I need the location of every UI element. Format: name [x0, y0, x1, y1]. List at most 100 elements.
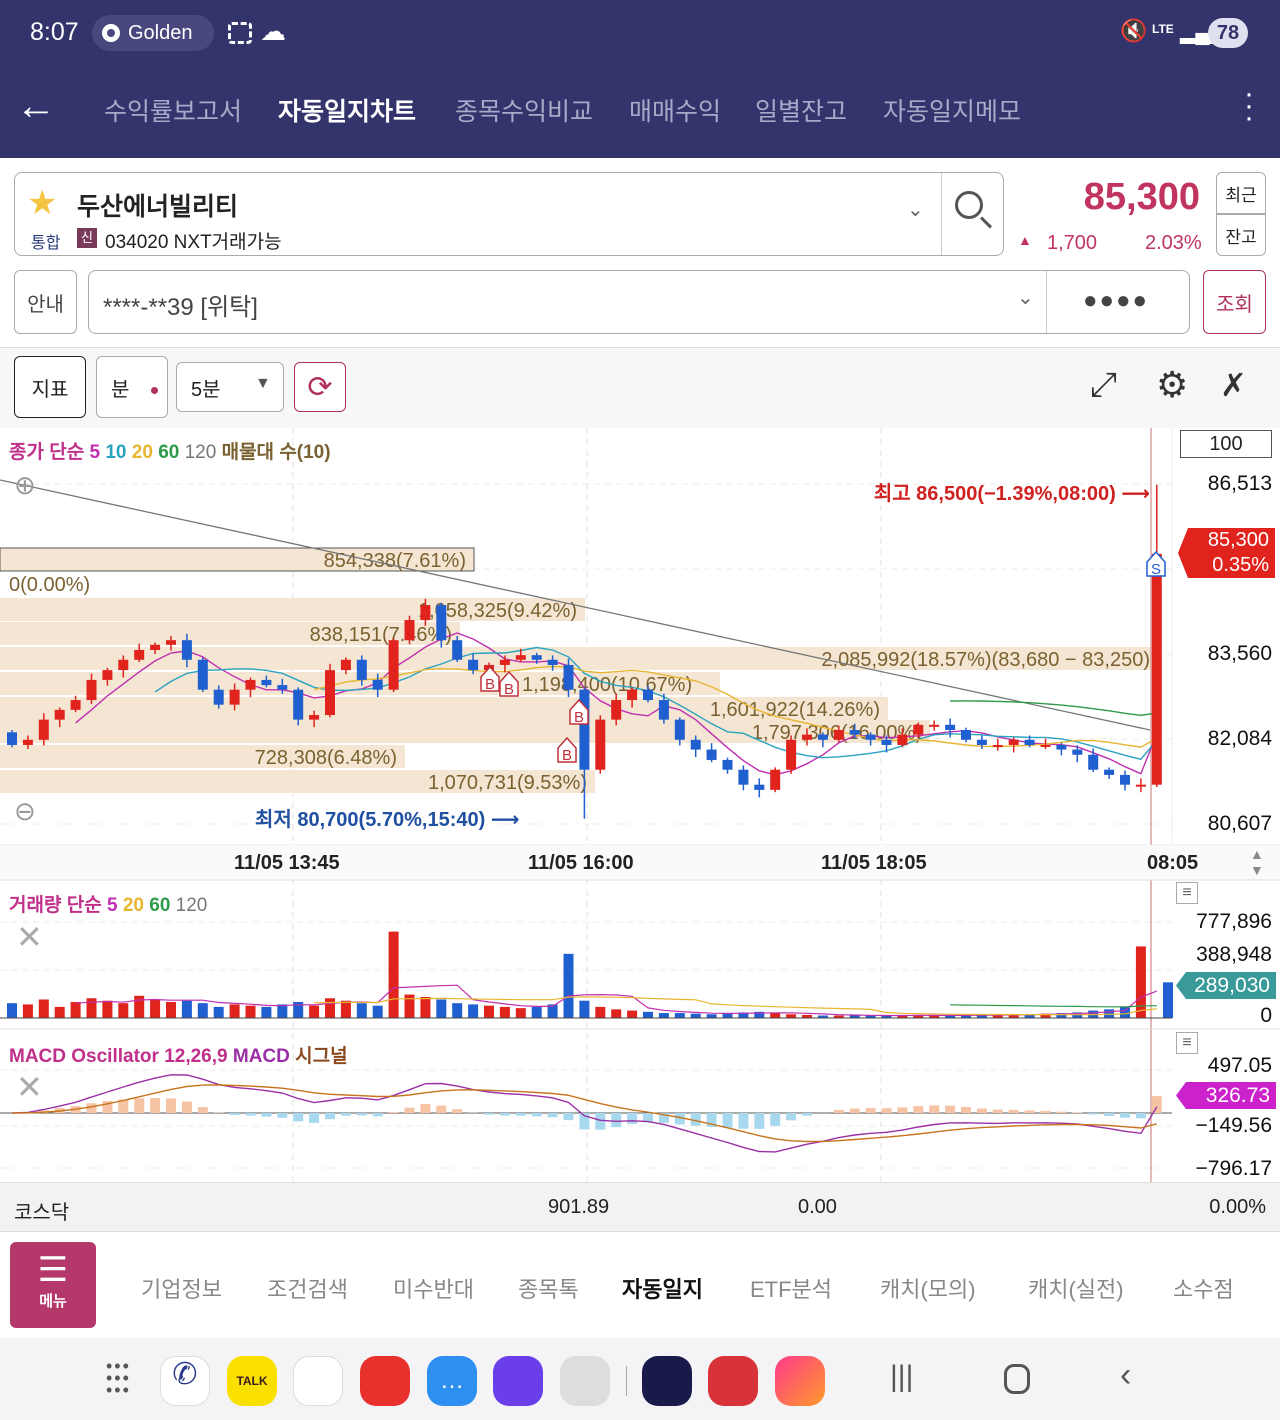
- period-button[interactable]: 분: [96, 356, 168, 418]
- volume-bar: [38, 999, 49, 1018]
- volume-bar: [547, 1004, 558, 1018]
- candle-body: [404, 620, 415, 641]
- tab-stock-profit-compare[interactable]: 종목수익비교: [455, 98, 594, 126]
- chart-area[interactable]: 854,338(7.61%)0(0.00%)1,058,325(9.42%)83…: [0, 428, 1280, 1182]
- legend-signal: 시그널: [295, 1046, 348, 1067]
- price-legend[interactable]: 종가 단순 5 10 20 60 120 매물대 수(10): [9, 437, 331, 464]
- candle-body: [166, 640, 176, 645]
- market-label: 통합: [31, 235, 61, 252]
- menu-button[interactable]: ☰ 메뉴: [10, 1242, 96, 1328]
- messages-app-icon[interactable]: …: [427, 1356, 477, 1406]
- app-drawer-icon[interactable]: ••• ••• •••: [106, 1356, 131, 1400]
- candle-body: [38, 719, 49, 740]
- close-icon[interactable]: ✕: [16, 1069, 43, 1105]
- info-button[interactable]: 안내: [14, 270, 77, 334]
- menu-condition-search[interactable]: 조건검색: [267, 1277, 348, 1302]
- legend-ma20: 20: [131, 442, 153, 463]
- volume-bar: [913, 1014, 924, 1018]
- period-low-label: 최저 80,700(5.70%,15:40) ⟶: [255, 809, 520, 831]
- recent-apps-button[interactable]: |||: [890, 1360, 914, 1393]
- gear-icon[interactable]: ⚙: [1156, 364, 1189, 405]
- trade-marker-label: B: [574, 709, 584, 726]
- candle-body: [786, 739, 797, 770]
- account-select[interactable]: ****-**39 [위탁] ⌄ ●●●●: [88, 270, 1190, 334]
- chevron-down-icon[interactable]: ⌄: [907, 199, 924, 221]
- securities-app-icon[interactable]: [642, 1356, 692, 1406]
- gallery-app-icon[interactable]: [775, 1356, 825, 1406]
- candle-count-box[interactable]: 100: [1180, 430, 1272, 458]
- tools-icon[interactable]: ✗: [1220, 367, 1247, 403]
- candle-body: [150, 644, 161, 650]
- tab-trade-profit[interactable]: 매매수익: [629, 98, 722, 126]
- interval-select[interactable]: 5분 ▼: [176, 362, 284, 412]
- volume-menu-icon[interactable]: ≡: [1176, 882, 1198, 904]
- candle-body: [976, 739, 987, 745]
- menu-catch-mock[interactable]: 캐치(모의): [880, 1277, 976, 1302]
- tab-daily-balance[interactable]: 일별잔고: [755, 98, 848, 126]
- phone-app-icon[interactable]: ✆: [160, 1356, 210, 1406]
- activity-pill[interactable]: Golden: [92, 15, 214, 51]
- index-bar[interactable]: 코스닥 901.89 0.00 0.00%: [0, 1182, 1280, 1232]
- legend-vma5: 5: [106, 895, 118, 916]
- high-text: 최고 86,500(−1.39%,08:00): [873, 483, 1116, 505]
- camera-app-icon[interactable]: [560, 1356, 610, 1406]
- menu-auto-journal[interactable]: 자동일지: [622, 1277, 703, 1302]
- kakaotalk-app-icon[interactable]: TALK: [227, 1356, 277, 1406]
- query-button[interactable]: 조회: [1203, 270, 1266, 334]
- candle-body: [865, 734, 876, 740]
- credit-badge: 신: [77, 228, 97, 248]
- password-field[interactable]: ●●●●: [1083, 287, 1149, 314]
- menu-fractional[interactable]: 소수점: [1173, 1277, 1234, 1302]
- indicator-button[interactable]: 지표: [14, 356, 86, 418]
- stock-selector[interactable]: ★ 두산에너빌리티 통합 신 034020 NXT거래가능 ⌄: [14, 172, 1004, 256]
- internet-app-icon[interactable]: [493, 1356, 543, 1406]
- sort-arrows-icon[interactable]: ▲ ▼: [1250, 846, 1264, 878]
- search-icon[interactable]: [955, 191, 983, 219]
- balance-button[interactable]: 잔고: [1216, 214, 1266, 256]
- refresh-button[interactable]: ⟳: [294, 362, 346, 412]
- volume-profile-band: [0, 720, 930, 743]
- volume-bar: [754, 1011, 765, 1018]
- volume-bar: [722, 1013, 733, 1018]
- price-change-pct: 2.03%: [1145, 232, 1202, 254]
- chevron-down-icon[interactable]: ⌄: [1017, 287, 1034, 309]
- menu-company-info[interactable]: 기업정보: [141, 1277, 222, 1302]
- macd-oscillator-bar: [690, 1113, 701, 1126]
- menu-stock-talk[interactable]: 종목톡: [518, 1277, 579, 1302]
- notes-app-icon[interactable]: [360, 1356, 410, 1406]
- menu-catch-real[interactable]: 캐치(실전): [1028, 1277, 1124, 1302]
- zoom-in-icon[interactable]: ⊕: [14, 470, 36, 500]
- tab-journal-memo[interactable]: 자동일지메모: [883, 98, 1022, 126]
- favorite-star-icon[interactable]: ★: [27, 184, 58, 222]
- macd-menu-icon[interactable]: ≡: [1176, 1032, 1198, 1054]
- tab-profit-report[interactable]: 수익률보고서: [104, 98, 243, 126]
- macd-oscillator-bar: [1056, 1111, 1067, 1113]
- recent-button[interactable]: 최근: [1216, 172, 1266, 214]
- tab-auto-journal-chart[interactable]: 자동일지차트: [278, 98, 417, 126]
- volume-bar: [1104, 1009, 1115, 1018]
- volume-bar: [309, 1005, 320, 1018]
- volume-bar: [166, 1001, 176, 1018]
- volume-bar: [22, 1004, 33, 1018]
- volume-legend[interactable]: 거래량 단순 5 20 60 120: [9, 890, 207, 917]
- menu-margin[interactable]: 미수반대: [393, 1277, 474, 1302]
- home-button[interactable]: [1004, 1364, 1030, 1394]
- android-dock: ••• ••• ••• ✆ TALK … ||| ‹: [0, 1338, 1280, 1420]
- back-arrow-icon[interactable]: ←: [16, 84, 56, 128]
- back-button[interactable]: ‹: [1120, 1356, 1132, 1394]
- status-bar: 8:07 Golden ☁ 🔇 LTE ▂▄▆ 78: [0, 0, 1280, 70]
- menu-etf-analysis[interactable]: ETF분석: [750, 1277, 833, 1302]
- more-menu-icon[interactable]: · · ·: [1244, 77, 1254, 134]
- bottom-menu: ☰ 메뉴 기업정보 조건검색 미수반대 종목톡 자동일지 ETF분석 캐치(모의…: [0, 1232, 1280, 1338]
- macd-oscillator-bar: [325, 1113, 335, 1120]
- naver-map-app-icon[interactable]: [293, 1356, 343, 1406]
- candle-body: [531, 655, 542, 660]
- cloud-icon: ☁: [260, 16, 286, 46]
- volume-bar: [420, 997, 431, 1018]
- close-icon[interactable]: ✕: [16, 919, 43, 955]
- zoom-out-icon[interactable]: ⊖: [14, 796, 36, 826]
- candle-body: [372, 679, 383, 690]
- bank-app-icon[interactable]: [708, 1356, 758, 1406]
- macd-legend[interactable]: MACD Oscillator 12,26,9 MACD 시그널: [9, 1041, 348, 1068]
- fullscreen-icon[interactable]: ⤢: [1090, 366, 1118, 404]
